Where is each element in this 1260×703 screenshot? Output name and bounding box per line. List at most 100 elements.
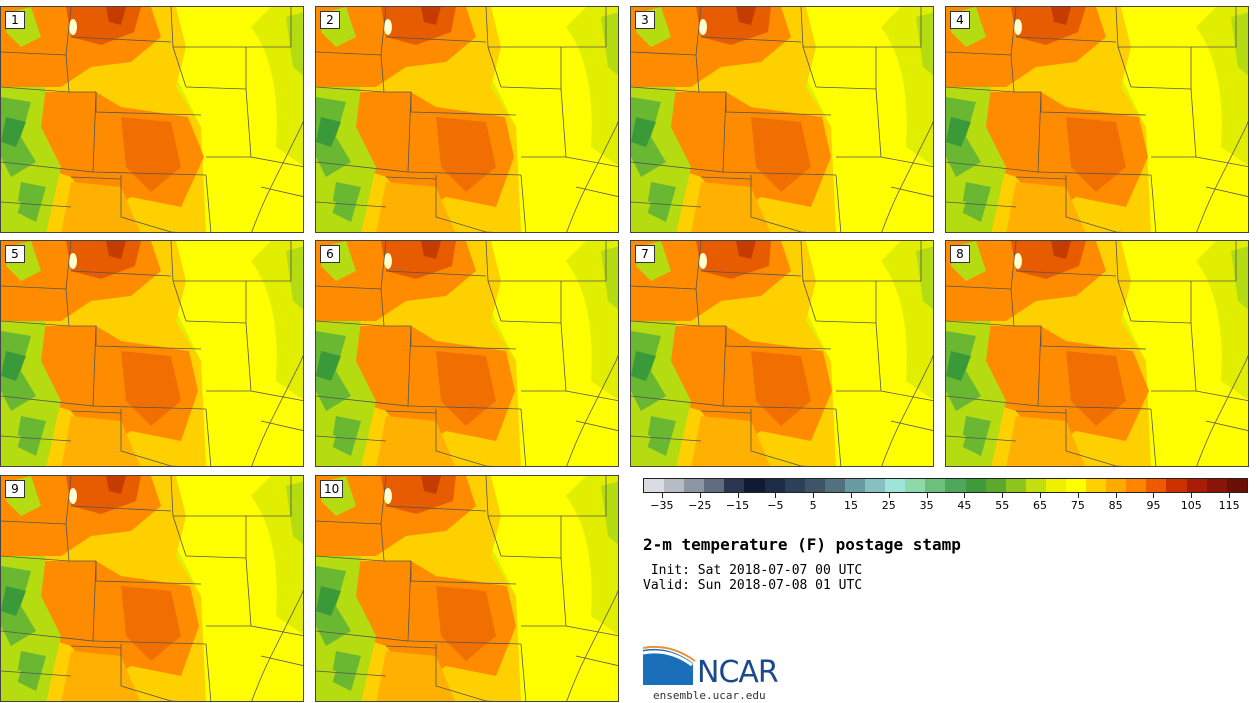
temperature-colorbar bbox=[643, 478, 1248, 493]
colorbar-cell bbox=[1106, 479, 1127, 492]
temperature-map bbox=[946, 241, 1248, 466]
temperature-map bbox=[946, 7, 1248, 232]
valid-time: Valid: Sun 2018-07-08 01 UTC bbox=[643, 578, 863, 593]
temperature-map bbox=[631, 241, 933, 466]
colorbar-cell bbox=[664, 479, 685, 492]
member-label: 3 bbox=[635, 11, 655, 29]
colorbar-tick bbox=[699, 493, 701, 498]
logo-wordmark: NCAR bbox=[697, 655, 779, 690]
temperature-map bbox=[316, 476, 618, 701]
colorbar-tick bbox=[737, 493, 739, 498]
colorbar-tick-label: 115 bbox=[1218, 499, 1240, 512]
colorbar-tick bbox=[1077, 493, 1079, 498]
member-panel: 10 bbox=[315, 475, 619, 702]
member-label: 2 bbox=[320, 11, 340, 29]
colorbar-cell bbox=[965, 479, 986, 492]
colorbar-cell bbox=[1146, 479, 1167, 492]
colorbar-cell bbox=[865, 479, 886, 492]
member-panel: 6 bbox=[315, 240, 619, 467]
member-label: 4 bbox=[950, 11, 970, 29]
colorbar-cell bbox=[1045, 479, 1066, 492]
colorbar-cell bbox=[684, 479, 705, 492]
member-panel: 8 bbox=[945, 240, 1249, 467]
member-panel: 1 bbox=[0, 6, 304, 233]
temperature-map bbox=[1, 476, 303, 701]
colorbar-tick-label: 15 bbox=[843, 499, 858, 512]
colorbar-cell bbox=[724, 479, 745, 492]
colorbar-tick-label: 85 bbox=[1108, 499, 1123, 512]
temperature-map bbox=[1, 7, 303, 232]
colorbar-tick bbox=[1002, 493, 1004, 498]
colorbar-cell bbox=[905, 479, 926, 492]
member-label: 1 bbox=[5, 11, 25, 29]
colorbar-tick bbox=[661, 493, 663, 498]
member-label: 9 bbox=[5, 480, 25, 498]
colorbar-tick bbox=[888, 493, 890, 498]
plot-title: 2-m temperature (F) postage stamp bbox=[643, 535, 961, 554]
colorbar-tick bbox=[1191, 493, 1193, 498]
colorbar-tick bbox=[850, 493, 852, 498]
colorbar-cell bbox=[1005, 479, 1026, 492]
member-panel: 9 bbox=[0, 475, 304, 702]
colorbar-tick bbox=[1040, 493, 1042, 498]
member-label: 5 bbox=[5, 245, 25, 263]
colorbar-cell bbox=[1166, 479, 1187, 492]
colorbar-tick-label: −25 bbox=[688, 499, 712, 512]
colorbar-cell bbox=[1206, 479, 1227, 492]
colorbar-cell bbox=[945, 479, 966, 492]
temperature-map bbox=[1, 241, 303, 466]
colorbar-tick-label: 55 bbox=[995, 499, 1010, 512]
colorbar-cell bbox=[985, 479, 1006, 492]
colorbar-tick bbox=[775, 493, 777, 498]
colorbar-ticks: −35 −25 −15 −5 5 15 25 35 45 55 65 75 85 95 105 115 bbox=[643, 493, 1248, 513]
colorbar-tick bbox=[1229, 493, 1231, 498]
colorbar-tick-label: 65 bbox=[1033, 499, 1048, 512]
colorbar-cell bbox=[704, 479, 725, 492]
colorbar-cell bbox=[1065, 479, 1087, 492]
colorbar-cell bbox=[804, 479, 825, 492]
colorbar-tick-label: 45 bbox=[957, 499, 972, 512]
temperature-map bbox=[316, 241, 618, 466]
colorbar-cell bbox=[744, 479, 765, 492]
colorbar-cell bbox=[764, 479, 785, 492]
member-label: 6 bbox=[320, 245, 340, 263]
member-panel: 5 bbox=[0, 240, 304, 467]
colorbar-tick-label: 25 bbox=[881, 499, 896, 512]
member-panel: 7 bbox=[630, 240, 934, 467]
colorbar-cell bbox=[1086, 479, 1107, 492]
init-time: Init: Sat 2018-07-07 00 UTC bbox=[643, 563, 863, 578]
colorbar-tick-label: 95 bbox=[1146, 499, 1161, 512]
colorbar-tick-label: −35 bbox=[650, 499, 674, 512]
colorbar-tick bbox=[964, 493, 966, 498]
colorbar-tick bbox=[813, 493, 815, 498]
member-label: 8 bbox=[950, 245, 970, 263]
colorbar-cell bbox=[1226, 479, 1247, 492]
colorbar-cell bbox=[1025, 479, 1046, 492]
colorbar-cell bbox=[784, 479, 805, 492]
colorbar-tick-label: 5 bbox=[809, 499, 817, 512]
colorbar-cell bbox=[1126, 479, 1147, 492]
colorbar-tick-label: 35 bbox=[919, 499, 934, 512]
colorbar-tick bbox=[1153, 493, 1155, 498]
colorbar-tick bbox=[926, 493, 928, 498]
colorbar-tick-label: 75 bbox=[1070, 499, 1085, 512]
colorbar-tick-label: −15 bbox=[725, 499, 750, 512]
colorbar-cell bbox=[644, 479, 665, 492]
colorbar-cell bbox=[885, 479, 906, 492]
member-panel: 2 bbox=[315, 6, 619, 233]
colorbar-tick bbox=[1115, 493, 1117, 498]
colorbar-cell bbox=[844, 479, 866, 492]
colorbar-tick-label: −5 bbox=[767, 499, 784, 512]
member-label: 10 bbox=[320, 480, 344, 498]
site-url: ensemble.ucar.edu bbox=[653, 689, 766, 702]
member-panel: 3 bbox=[630, 6, 934, 233]
member-label: 7 bbox=[635, 245, 655, 263]
temperature-map bbox=[631, 7, 933, 232]
colorbar-cell bbox=[1186, 479, 1207, 492]
member-panel: 4 bbox=[945, 6, 1249, 233]
temperature-map bbox=[316, 7, 618, 232]
colorbar-cell bbox=[925, 479, 946, 492]
colorbar-tick-label: 105 bbox=[1180, 499, 1202, 512]
ncar-logo-icon bbox=[643, 645, 696, 685]
